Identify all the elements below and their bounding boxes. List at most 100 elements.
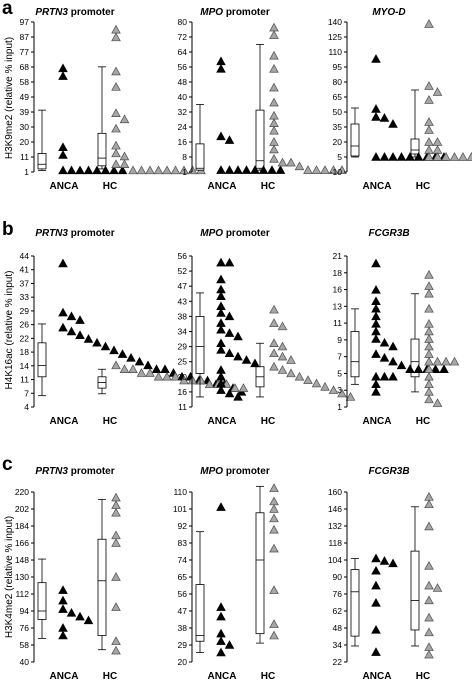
x-label-anca: ANCA [50,416,79,427]
y-tick-label: 64 [178,47,188,57]
panel-c-fcgr3b: FCGR3B 160 146 132 118 104 90 76 62 48 34 22 ANCA HC [328,466,443,682]
hc-point [170,371,181,381]
anca-point [371,311,381,321]
anca-point [233,392,243,401]
hc-point [277,157,288,167]
y-tick-label: 72 [178,32,188,42]
anca-point [58,165,68,175]
y-axis-label-c: H3K4me2 (relative % input) [4,516,15,638]
anca-point [83,615,94,625]
y-tick-label: 4 [24,402,29,412]
y-tick-label: 87 [20,32,30,42]
y-tick-label: 166 [15,538,29,548]
anca-point [216,56,226,66]
anca-point [216,257,226,267]
y-tick-label: 80 [178,17,188,27]
hc-point [111,530,121,540]
panel-title-suffix: promoter [68,7,115,18]
hc-point [424,379,434,389]
anca-point [371,303,381,313]
panel-title: PRTN3 promoter [35,466,114,477]
anca-point [58,307,68,317]
panel-c-mpo: MPO promoter 110 101 92 83 74 65 56 47 38 29 20 ANCA… [173,466,279,682]
anca-point [241,165,252,174]
hc-point [345,392,356,401]
anca-point [224,328,235,337]
panel-title-gene: MPO [200,466,223,477]
y-tick-label: 56 [178,62,188,72]
hc-point [111,507,121,517]
y-tick-label: 95 [333,62,343,72]
hc-point [111,24,121,34]
panel-title-gene: PRTN3 [35,228,68,239]
hc-point [328,385,339,394]
anca-point [371,319,381,328]
hc-point [170,165,181,175]
anca-point [216,63,226,73]
hc-point [269,63,279,73]
y-tick-label: 30 [20,122,30,132]
hc-point [424,386,434,396]
hc-point [269,483,279,492]
anca-point [151,364,162,373]
anca-box [195,143,205,171]
anca-point [267,165,277,174]
hc-point [424,334,434,343]
anca-point [371,371,381,381]
x-label-anca: ANCA [363,416,392,427]
hc-point [111,32,121,42]
panel-title: PRTN3 promoter [35,7,114,18]
y-tick-label: 44 [20,251,30,261]
anca-point [58,322,68,332]
anca-point [224,165,235,174]
hc-point [449,152,460,161]
y-tick-label: 1 [182,167,187,177]
anca-point [109,165,119,175]
hc-point [424,560,434,570]
anca-point [396,152,407,161]
x-label-anca: ANCA [363,671,392,682]
anca-point [143,360,153,370]
hc-point [286,157,296,167]
anca-point [371,386,381,396]
y-tick-label: 20 [333,137,343,147]
anca-point [388,558,398,568]
anca-point [83,165,94,175]
hc-point [424,612,434,622]
y-tick-label: 92 [178,521,188,531]
hc-point [111,66,121,76]
anca-point [100,341,111,351]
hc-point [111,645,121,655]
hc-point [269,543,279,553]
hc-point [111,82,121,91]
panel-title-suffix: promoter [68,466,115,477]
hc-point [111,360,121,370]
y-tick-label: 22 [333,657,343,667]
y-tick-label: 65 [178,572,188,582]
y-tick-label: 50 [333,107,343,117]
y-tick-label: 77 [20,47,30,57]
y-tick-label: 97 [20,17,30,27]
y-tick-label: 26 [20,320,30,330]
y-tick-label: 104 [328,555,342,565]
hc-point [277,351,288,361]
anca-point [117,349,128,358]
x-label-anca: ANCA [208,671,237,682]
y-tick-label: 125 [328,32,342,42]
y-tick-label: 39 [20,107,30,117]
hc-point [424,19,434,28]
hc-point [269,304,279,314]
anca-box [195,584,205,642]
hc-point [449,356,460,366]
y-tick-label: 49 [20,92,30,102]
anca-box [350,569,360,637]
y-tick-label: 1 [24,167,29,177]
anca-point [224,388,235,398]
y-tick-label: 110 [173,487,187,497]
y-tick-label: 48 [333,623,343,633]
hc-point [269,338,279,347]
panel-a-myo-d: MYO-D 140 125 110 95 80 65 50 35 20 5 -10 ANCA HC [328,7,472,192]
anca-point [83,334,94,343]
hc-point [424,394,434,404]
